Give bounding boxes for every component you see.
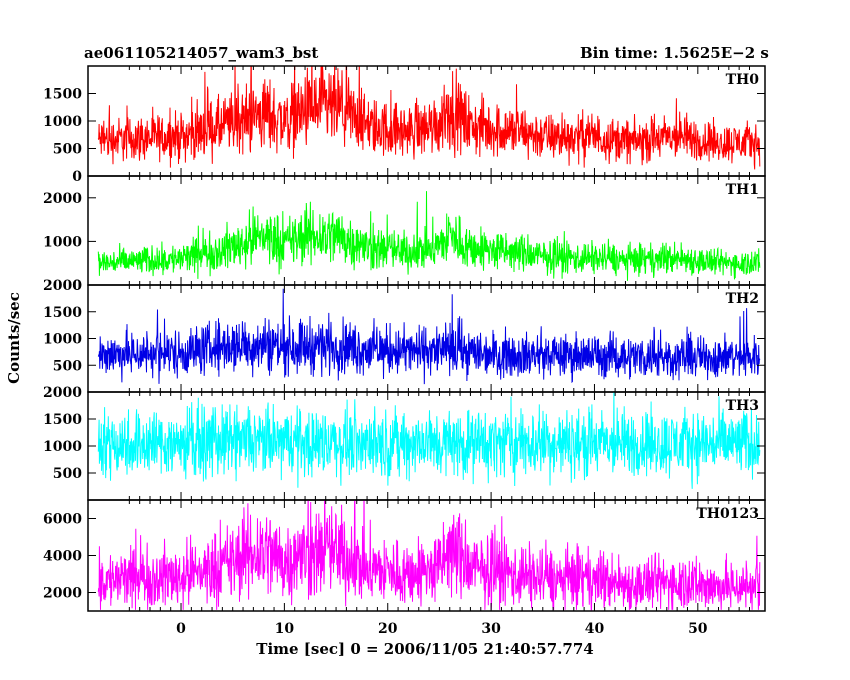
x-tick-label: 0: [176, 621, 186, 637]
bin-time-label: Bin time: 1.5625E−2 s: [580, 44, 769, 62]
panel-label: TH2: [726, 291, 759, 307]
y-tick-label: 2000: [43, 191, 82, 207]
x-tick-label: 20: [378, 621, 398, 637]
panel-th1: 0 1000 2000 TH1: [43, 175, 766, 294]
panel-th2: 500 1000 1500 2000 TH2: [43, 278, 766, 393]
x-axis-label: Time [sec] 0 = 2006/11/05 21:40:57.774: [256, 640, 594, 658]
y-tick-label: 500: [53, 142, 82, 158]
y-tick-label: 500: [53, 358, 82, 374]
x-tick-label: 50: [688, 621, 708, 637]
y-tick-label: 1000: [43, 234, 82, 250]
series-line-th0: [97, 66, 761, 170]
panel-frame: [87, 499, 766, 612]
y-tick-label: 1000: [43, 439, 82, 455]
y-tick-label: 2000: [43, 385, 82, 401]
y-tick-label: 2000: [43, 586, 82, 602]
series-line-th1: [97, 191, 761, 281]
panel-label: TH0: [726, 72, 760, 88]
chart-title: ae061105214057_wam3_bst: [84, 44, 319, 62]
y-tick-label: 6000: [43, 512, 82, 528]
y-tick-label: 1500: [43, 305, 82, 321]
x-tick-label: 10: [275, 621, 295, 637]
y-tick-label: 2000: [43, 278, 82, 294]
x-tick-label: 40: [585, 621, 605, 637]
y-tick-label: 1500: [43, 412, 82, 428]
y-tick-label: 1000: [43, 332, 82, 348]
series-line-th0123: [97, 500, 761, 611]
panel-label: TH0123: [696, 506, 759, 522]
y-axis-label: Counts/sec: [5, 292, 23, 384]
series-line-th2: [97, 288, 761, 385]
panel-th3: 500 1000 1500 2000 TH3: [43, 385, 766, 501]
y-tick-label: 0: [72, 278, 82, 294]
panel-th0123: 2000 4000 6000 TH0123: [43, 499, 766, 612]
y-tick-label: 1000: [43, 114, 82, 130]
panel-label: TH3: [726, 398, 759, 414]
y-tick-label: 4000: [43, 549, 82, 565]
panel-label: TH1: [726, 182, 759, 198]
panel-th0: 0 500 1000 1500 TH0: [43, 65, 766, 185]
y-tick-label: 0: [72, 169, 82, 185]
x-tick-label: 30: [481, 621, 501, 637]
series-line-th3: [97, 392, 761, 489]
y-tick-label: 1500: [43, 87, 82, 103]
y-tick-label: 500: [53, 466, 82, 482]
